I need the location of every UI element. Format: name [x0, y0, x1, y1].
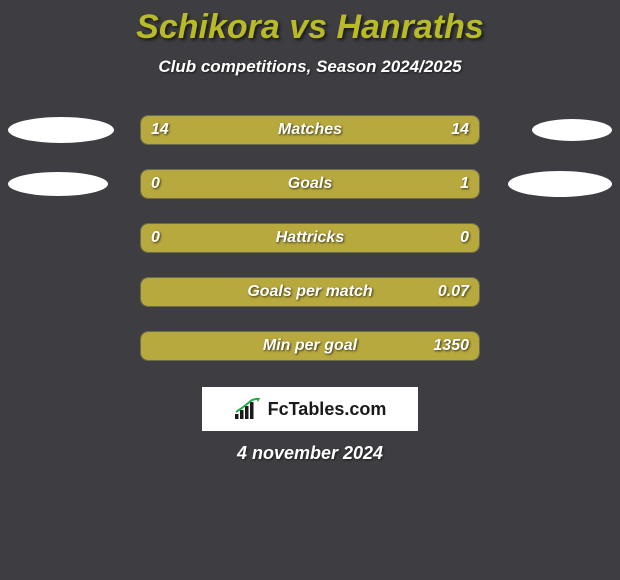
- stat-row: Goals per match0.07: [0, 269, 620, 315]
- player-slot-right: [508, 171, 612, 197]
- stat-row: 14Matches14: [0, 107, 620, 153]
- stat-rows: 14Matches14 0Goals1 0Hattricks0 Goals per m…: [0, 107, 620, 369]
- stat-value-left: 0: [141, 224, 170, 252]
- player-slot-left: [8, 172, 108, 196]
- date-label: 4 november 2024: [0, 443, 620, 464]
- subtitle: Club competitions, Season 2024/2025: [0, 57, 620, 77]
- player-slot-left: [8, 117, 114, 143]
- stat-row: Min per goal1350: [0, 323, 620, 369]
- stat-value-right: 1350: [423, 332, 479, 360]
- branding-text: FcTables.com: [268, 399, 387, 420]
- bar-fill-right: [202, 170, 479, 198]
- stat-bar: 0Hattricks0: [140, 223, 480, 253]
- stat-bar: 0Goals1: [140, 169, 480, 199]
- player-slot-right: [532, 119, 612, 141]
- bar-fill: [141, 224, 479, 252]
- stat-value-left: [141, 332, 161, 360]
- comparison-widget: Schikora vs Hanraths Club competitions, …: [0, 0, 620, 464]
- stat-row: 0Hattricks0: [0, 215, 620, 261]
- stat-row: 0Goals1: [0, 161, 620, 207]
- stat-value-right: 0.07: [428, 278, 479, 306]
- stat-value-left: [141, 278, 161, 306]
- stat-bar: Goals per match0.07: [140, 277, 480, 307]
- stat-value-right: 1: [450, 170, 479, 198]
- page-title: Schikora vs Hanraths: [0, 8, 620, 47]
- stat-bar: 14Matches14: [140, 115, 480, 145]
- stat-value-right: 14: [441, 116, 479, 144]
- stat-value-right: 0: [450, 224, 479, 252]
- stat-value-left: 0: [141, 170, 170, 198]
- branding-box: FcTables.com: [202, 387, 418, 431]
- stat-value-left: 14: [141, 116, 179, 144]
- stat-bar: Min per goal1350: [140, 331, 480, 361]
- fctables-icon: [234, 398, 262, 420]
